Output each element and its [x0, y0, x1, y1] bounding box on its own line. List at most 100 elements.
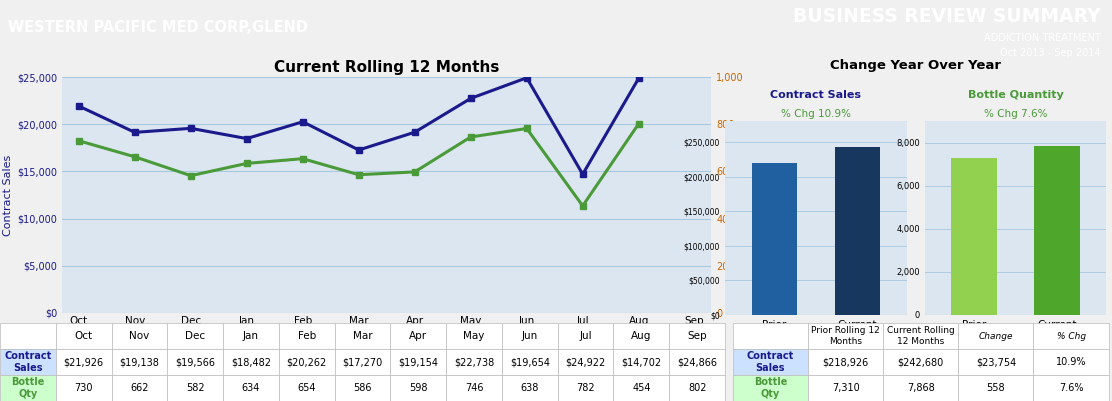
- FancyBboxPatch shape: [959, 349, 1033, 375]
- FancyBboxPatch shape: [1033, 375, 1109, 401]
- Text: WESTERN PACIFIC MED CORP,GLEND: WESTERN PACIFIC MED CORP,GLEND: [8, 20, 308, 35]
- FancyBboxPatch shape: [558, 349, 614, 375]
- FancyBboxPatch shape: [502, 349, 558, 375]
- Bar: [952, 158, 997, 315]
- Text: Change: Change: [979, 332, 1013, 340]
- FancyBboxPatch shape: [1033, 323, 1109, 349]
- FancyBboxPatch shape: [558, 323, 614, 349]
- Text: $17,270: $17,270: [342, 357, 383, 367]
- FancyBboxPatch shape: [733, 323, 808, 349]
- Y-axis label: Bottle Qty: Bottle Qty: [749, 167, 759, 223]
- FancyBboxPatch shape: [733, 375, 808, 401]
- Text: % Chg 10.9%: % Chg 10.9%: [781, 109, 851, 119]
- FancyBboxPatch shape: [669, 375, 725, 401]
- FancyBboxPatch shape: [56, 375, 111, 401]
- Text: $23,754: $23,754: [976, 357, 1016, 367]
- Text: $19,566: $19,566: [176, 357, 216, 367]
- Text: 7,868: 7,868: [907, 383, 934, 393]
- Text: $19,154: $19,154: [398, 357, 438, 367]
- Text: Change Year Over Year: Change Year Over Year: [831, 59, 1001, 72]
- FancyBboxPatch shape: [883, 349, 959, 375]
- FancyBboxPatch shape: [279, 323, 335, 349]
- Text: $18,482: $18,482: [231, 357, 271, 367]
- Text: Apr: Apr: [409, 331, 427, 341]
- FancyBboxPatch shape: [0, 323, 56, 349]
- Bar: [834, 147, 880, 315]
- FancyBboxPatch shape: [614, 323, 669, 349]
- Text: $24,922: $24,922: [566, 357, 606, 367]
- Text: 10.9%: 10.9%: [1055, 357, 1086, 367]
- FancyBboxPatch shape: [808, 375, 883, 401]
- Text: Feb: Feb: [298, 331, 316, 341]
- FancyBboxPatch shape: [224, 349, 279, 375]
- FancyBboxPatch shape: [335, 323, 390, 349]
- Text: Oct: Oct: [75, 331, 92, 341]
- Text: 638: 638: [520, 383, 539, 393]
- Text: Sep: Sep: [687, 331, 707, 341]
- FancyBboxPatch shape: [390, 375, 446, 401]
- FancyBboxPatch shape: [669, 349, 725, 375]
- Text: $14,702: $14,702: [622, 357, 662, 367]
- FancyBboxPatch shape: [111, 349, 167, 375]
- FancyBboxPatch shape: [959, 375, 1033, 401]
- FancyBboxPatch shape: [502, 375, 558, 401]
- Text: $24,866: $24,866: [677, 357, 717, 367]
- FancyBboxPatch shape: [502, 323, 558, 349]
- FancyBboxPatch shape: [335, 375, 390, 401]
- Text: 586: 586: [354, 383, 371, 393]
- FancyBboxPatch shape: [883, 323, 959, 349]
- Text: Contract
Sales: Contract Sales: [747, 351, 794, 373]
- FancyBboxPatch shape: [224, 375, 279, 401]
- FancyBboxPatch shape: [446, 375, 502, 401]
- Text: 7,310: 7,310: [832, 383, 860, 393]
- Bar: [1034, 146, 1080, 315]
- FancyBboxPatch shape: [0, 349, 56, 375]
- Text: Jul: Jul: [579, 331, 592, 341]
- Text: Dec: Dec: [185, 331, 206, 341]
- Text: ADDICTION TREATMENT: ADDICTION TREATMENT: [984, 33, 1101, 43]
- Text: Current Rolling 12 Months: Current Rolling 12 Months: [274, 60, 499, 75]
- FancyBboxPatch shape: [111, 375, 167, 401]
- Bar: [752, 164, 797, 315]
- Text: $22,738: $22,738: [454, 357, 494, 367]
- FancyBboxPatch shape: [669, 323, 725, 349]
- Text: $21,926: $21,926: [63, 357, 103, 367]
- Text: 746: 746: [465, 383, 484, 393]
- FancyBboxPatch shape: [446, 349, 502, 375]
- FancyBboxPatch shape: [558, 375, 614, 401]
- Text: Mar: Mar: [353, 331, 373, 341]
- FancyBboxPatch shape: [614, 375, 669, 401]
- FancyBboxPatch shape: [224, 323, 279, 349]
- Text: $20,262: $20,262: [287, 357, 327, 367]
- FancyBboxPatch shape: [279, 349, 335, 375]
- FancyBboxPatch shape: [56, 323, 111, 349]
- FancyBboxPatch shape: [390, 349, 446, 375]
- Text: May: May: [464, 331, 485, 341]
- Text: 558: 558: [986, 383, 1005, 393]
- FancyBboxPatch shape: [167, 349, 224, 375]
- FancyBboxPatch shape: [446, 323, 502, 349]
- Text: $242,680: $242,680: [897, 357, 944, 367]
- Text: Bottle
Qty: Bottle Qty: [754, 377, 787, 399]
- FancyBboxPatch shape: [56, 349, 111, 375]
- FancyBboxPatch shape: [959, 323, 1033, 349]
- FancyBboxPatch shape: [733, 349, 808, 375]
- FancyBboxPatch shape: [808, 349, 883, 375]
- Text: $19,654: $19,654: [509, 357, 549, 367]
- Text: 730: 730: [75, 383, 93, 393]
- Text: 7.6%: 7.6%: [1059, 383, 1083, 393]
- FancyBboxPatch shape: [614, 349, 669, 375]
- Text: BUSINESS REVIEW SUMMARY: BUSINESS REVIEW SUMMARY: [793, 6, 1101, 26]
- Text: Contract
Sales: Contract Sales: [4, 351, 51, 373]
- Y-axis label: Contract Sales: Contract Sales: [3, 154, 13, 236]
- Text: Bottle Quantity: Bottle Quantity: [967, 90, 1063, 100]
- FancyBboxPatch shape: [111, 323, 167, 349]
- Text: $218,926: $218,926: [823, 357, 868, 367]
- Text: Prior Rolling 12
Months: Prior Rolling 12 Months: [811, 326, 880, 346]
- Text: 662: 662: [130, 383, 149, 393]
- Text: 634: 634: [241, 383, 260, 393]
- FancyBboxPatch shape: [0, 375, 56, 401]
- Text: % Chg 7.6%: % Chg 7.6%: [984, 109, 1048, 119]
- Text: Current Rolling
12 Months: Current Rolling 12 Months: [887, 326, 954, 346]
- Text: Jun: Jun: [522, 331, 538, 341]
